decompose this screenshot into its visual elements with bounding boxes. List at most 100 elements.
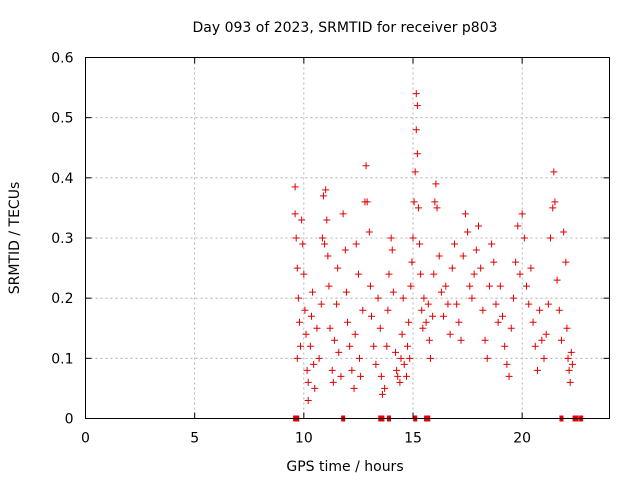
data-point: [295, 318, 303, 326]
data-point: [475, 222, 482, 230]
data-point: [302, 330, 310, 338]
data-point: [381, 384, 389, 392]
x-tick-label: 20: [513, 431, 531, 447]
data-point: [461, 210, 469, 218]
data-point: [472, 246, 480, 254]
data-point: [479, 306, 487, 314]
data-point: [553, 276, 561, 284]
data-point: [319, 192, 327, 200]
data-point: [310, 360, 318, 368]
data-point: [291, 210, 299, 218]
y-tick-label: 0.4: [51, 171, 73, 187]
data-point: [363, 198, 371, 206]
data-point: [341, 246, 349, 254]
data-point: [464, 228, 472, 236]
data-point: [448, 264, 456, 272]
data-point: [429, 312, 437, 320]
data-point: [457, 336, 465, 344]
data-point: [533, 366, 541, 374]
data-point: [346, 342, 354, 350]
data-point: [368, 312, 376, 320]
x-axis-label: GPS time / hours: [286, 459, 403, 475]
data-point: [431, 198, 439, 206]
axis-ticks: 0 5 10 15 20 0 0.1 0.2 0.3 0.4 0.5 0.6: [51, 51, 610, 447]
data-point: [335, 348, 343, 356]
data-point: [330, 336, 338, 344]
data-point: [372, 360, 380, 368]
data-point: [392, 348, 400, 356]
data-point: [323, 216, 331, 224]
data-point: [455, 318, 463, 326]
data-point: [309, 288, 317, 296]
data-point: [525, 300, 533, 308]
data-point: [396, 378, 404, 386]
data-point: [568, 360, 576, 368]
data-point: [468, 294, 476, 302]
data-point: [293, 264, 301, 272]
y-axis-label: SRMTID / TECUs: [7, 182, 23, 295]
data-point: [413, 150, 421, 158]
data-point: [304, 396, 312, 404]
data-point: [339, 210, 347, 218]
data-point: [385, 270, 393, 278]
data-point: [366, 282, 374, 290]
data-point: [315, 354, 323, 362]
data-point: [420, 294, 428, 302]
data-point: [567, 348, 575, 356]
data-point: [490, 258, 498, 266]
data-point: [348, 366, 356, 374]
data-point: [418, 306, 426, 314]
x-tick-label: 5: [190, 431, 199, 447]
grid-lines: [85, 57, 610, 419]
data-point: [393, 366, 401, 374]
data-point: [566, 378, 574, 386]
data-point: [560, 228, 568, 236]
data-point: [402, 372, 410, 380]
data-point: [365, 228, 373, 236]
data-point: [325, 282, 333, 290]
data-point: [304, 378, 312, 386]
x-tick-label: 0: [81, 431, 90, 447]
data-point: [426, 354, 434, 362]
data-point: [422, 318, 430, 326]
data-point: [298, 216, 306, 224]
data-point: [398, 330, 406, 338]
y-tick-label: 0: [65, 412, 74, 428]
data-point: [408, 258, 416, 266]
data-point: [466, 282, 474, 290]
data-point: [505, 372, 513, 380]
data-point: [540, 354, 548, 362]
data-point: [350, 384, 358, 392]
data-point: [483, 354, 491, 362]
data-point: [389, 288, 397, 296]
data-point: [433, 204, 441, 212]
data-point: [564, 354, 572, 362]
data-point: [294, 294, 302, 302]
x-tick-label: 10: [295, 431, 313, 447]
data-point: [416, 240, 424, 248]
data-point: [384, 306, 392, 314]
data-point: [536, 306, 544, 314]
data-point: [359, 306, 367, 314]
data-point: [292, 234, 300, 242]
y-tick-label: 0.5: [51, 111, 73, 127]
data-point: [394, 372, 402, 380]
data-point: [499, 312, 507, 320]
data-point: [291, 183, 299, 191]
data-point: [557, 336, 565, 344]
data-point: [328, 366, 336, 374]
data-point: [518, 210, 526, 218]
data-point: [303, 366, 311, 374]
data-point: [459, 252, 467, 260]
data-point: [306, 342, 314, 350]
data-point: [432, 180, 440, 188]
data-point: [397, 354, 405, 362]
y-tick-label: 0.1: [51, 351, 73, 367]
data-point: [317, 300, 325, 308]
data-point: [414, 204, 422, 212]
data-point: [440, 312, 448, 320]
data-point: [488, 240, 496, 248]
data-point: [321, 240, 329, 248]
data-point: [547, 234, 555, 242]
data-point: [520, 234, 528, 242]
